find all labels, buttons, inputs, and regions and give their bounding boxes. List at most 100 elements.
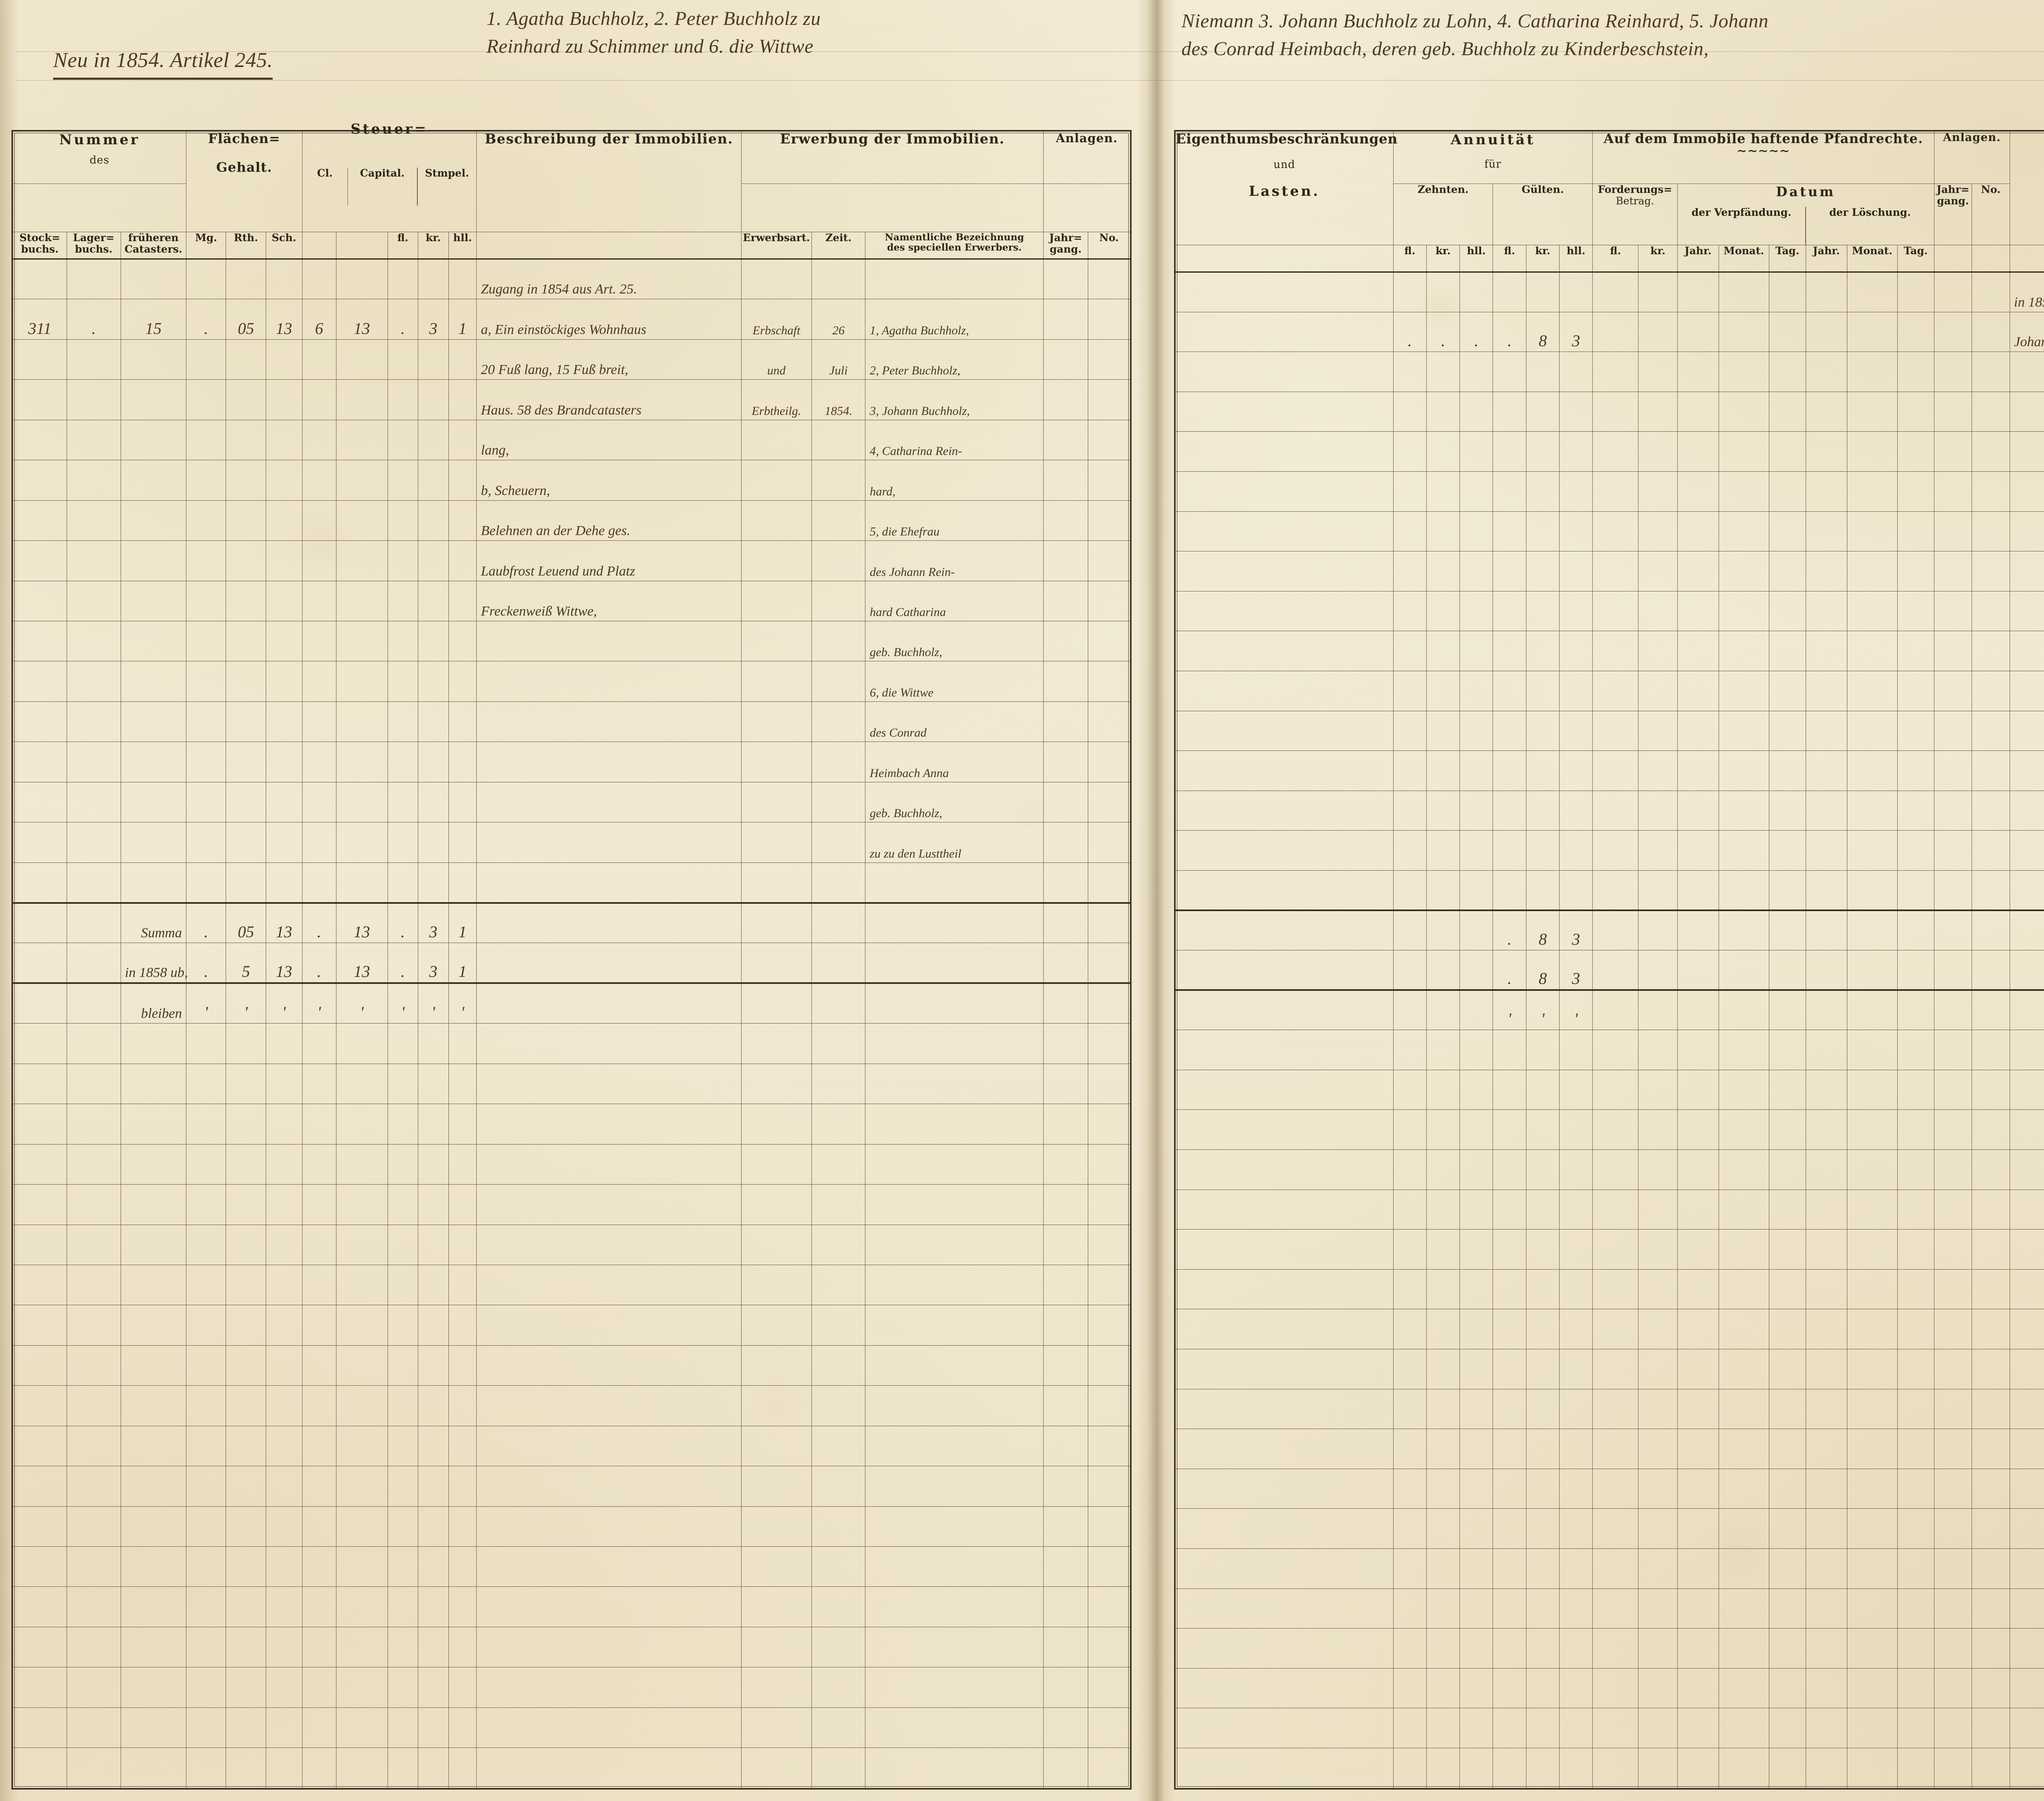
ledger-cell[interactable] [1426, 1349, 1459, 1389]
ledger-cell[interactable] [1769, 432, 1806, 472]
ledger-cell[interactable] [1719, 1509, 1769, 1549]
ledger-cell[interactable] [448, 1265, 477, 1305]
ledger-cell[interactable] [1493, 1469, 1526, 1509]
ledger-cell[interactable] [1719, 432, 1769, 472]
ledger-cell[interactable]: . [1393, 312, 1426, 352]
ledger-cell[interactable] [448, 380, 477, 420]
ledger-cell[interactable] [121, 1064, 186, 1104]
ledger-cell[interactable] [1897, 591, 1934, 631]
ledger-cell[interactable] [1769, 791, 1806, 831]
ledger-cell[interactable] [1934, 312, 1972, 352]
ledger-cell[interactable] [1493, 1429, 1526, 1469]
ledger-cell[interactable] [1897, 1588, 1934, 1629]
ledger-cell[interactable] [1043, 983, 1088, 1023]
ledger-cell[interactable] [1176, 1150, 1394, 1190]
ledger-cell[interactable] [302, 1305, 336, 1345]
ledger-cell[interactable] [1593, 711, 1638, 751]
ledger-cell[interactable] [1393, 511, 1426, 551]
ledger-cell[interactable] [1526, 671, 1559, 711]
ledger-cell[interactable] [1176, 1748, 1394, 1788]
ledger-cell[interactable] [1526, 1189, 1559, 1230]
ledger-cell[interactable] [121, 1386, 186, 1426]
ledger-cell[interactable] [1043, 339, 1088, 379]
ledger-cell[interactable] [1897, 352, 1934, 392]
ledger-cell[interactable] [266, 1466, 302, 1506]
ledger-cell[interactable] [302, 1748, 336, 1788]
ledger-cell[interactable] [1677, 1629, 1719, 1669]
ledger-cell[interactable] [1934, 751, 1972, 791]
ledger-cell[interactable] [1847, 1150, 1897, 1190]
ledger-cell[interactable] [1897, 1269, 1934, 1309]
ledger-cell[interactable] [13, 259, 67, 299]
ledger-cell[interactable] [1393, 1469, 1426, 1509]
ledger-cell[interactable] [1719, 1389, 1769, 1429]
ledger-cell[interactable] [1176, 751, 1394, 791]
ledger-cell[interactable] [1493, 1668, 1526, 1708]
ledger-cell[interactable] [1847, 1349, 1897, 1389]
ledger-cell[interactable] [1460, 471, 1493, 511]
ledger-cell[interactable] [1677, 352, 1719, 392]
ledger-cell[interactable] [226, 460, 266, 500]
ledger-cell[interactable] [226, 1104, 266, 1144]
ledger-cell[interactable] [741, 1667, 811, 1707]
ledger-cell[interactable] [1806, 1509, 1847, 1549]
ledger-cell[interactable] [1769, 511, 1806, 551]
ledger-cell[interactable] [811, 903, 865, 943]
ledger-cell[interactable] [477, 1547, 741, 1587]
ledger-cell[interactable] [1088, 581, 1130, 621]
ledger-cell[interactable] [2010, 1469, 2044, 1509]
ledger-cell[interactable] [1847, 1549, 1897, 1589]
ledger-cell[interactable] [186, 1225, 226, 1265]
ledger-cell[interactable] [121, 1547, 186, 1587]
ledger-cell[interactable] [1426, 1748, 1459, 1788]
ledger-cell[interactable] [1088, 822, 1130, 862]
ledger-cell[interactable] [1526, 1549, 1559, 1589]
ledger-cell[interactable] [1460, 1549, 1493, 1589]
ledger-cell[interactable] [1493, 870, 1526, 910]
ledger-cell[interactable] [1769, 1708, 1806, 1748]
ledger-cell[interactable] [336, 1144, 388, 1184]
ledger-cell[interactable] [1393, 791, 1426, 831]
ledger-cell[interactable]: 5 [226, 943, 266, 983]
ledger-cell[interactable]: hard, [865, 460, 1043, 500]
ledger-cell[interactable] [186, 1587, 226, 1627]
ledger-cell[interactable] [302, 782, 336, 822]
ledger-cell[interactable] [1719, 1070, 1769, 1110]
ledger-cell[interactable] [448, 1667, 477, 1707]
ledger-cell[interactable]: Erbtheilg. [741, 380, 811, 420]
ledger-cell[interactable] [67, 1265, 121, 1305]
ledger-cell[interactable] [266, 460, 302, 500]
ledger-cell[interactable] [1934, 1469, 1972, 1509]
ledger-cell[interactable] [13, 1707, 67, 1747]
ledger-cell[interactable] [388, 782, 418, 822]
ledger-cell[interactable] [1638, 1629, 1677, 1669]
ledger-cell[interactable] [1526, 1588, 1559, 1629]
ledger-cell[interactable] [1806, 1429, 1847, 1469]
ledger-cell[interactable] [1526, 711, 1559, 751]
ledger-cell[interactable] [302, 1225, 336, 1265]
ledger-cell[interactable] [1934, 591, 1972, 631]
ledger-cell[interactable] [302, 1547, 336, 1587]
ledger-cell[interactable] [1493, 1030, 1526, 1070]
ledger-cell[interactable] [2010, 1349, 2044, 1389]
ledger-cell[interactable] [1560, 1549, 1593, 1589]
ledger-cell[interactable] [1088, 1748, 1130, 1788]
ledger-cell[interactable] [67, 500, 121, 540]
ledger-cell[interactable] [865, 1104, 1043, 1144]
ledger-cell[interactable]: 1 [448, 299, 477, 339]
ledger-cell[interactable] [13, 822, 67, 862]
ledger-cell[interactable] [1972, 1708, 2010, 1748]
ledger-cell[interactable] [121, 500, 186, 540]
ledger-cell[interactable] [1677, 1748, 1719, 1788]
ledger-cell[interactable] [1769, 1230, 1806, 1270]
ledger-cell[interactable] [1560, 1349, 1593, 1389]
ledger-cell[interactable] [811, 1185, 865, 1225]
ledger-cell[interactable] [1934, 1748, 1972, 1788]
ledger-cell[interactable] [1897, 392, 1934, 432]
ledger-cell[interactable] [1972, 1189, 2010, 1230]
ledger-cell[interactable] [1043, 862, 1088, 903]
ledger-cell[interactable] [186, 1707, 226, 1747]
ledger-cell[interactable] [13, 1104, 67, 1144]
ledger-cell[interactable] [448, 339, 477, 379]
ledger-cell[interactable] [266, 1386, 302, 1426]
